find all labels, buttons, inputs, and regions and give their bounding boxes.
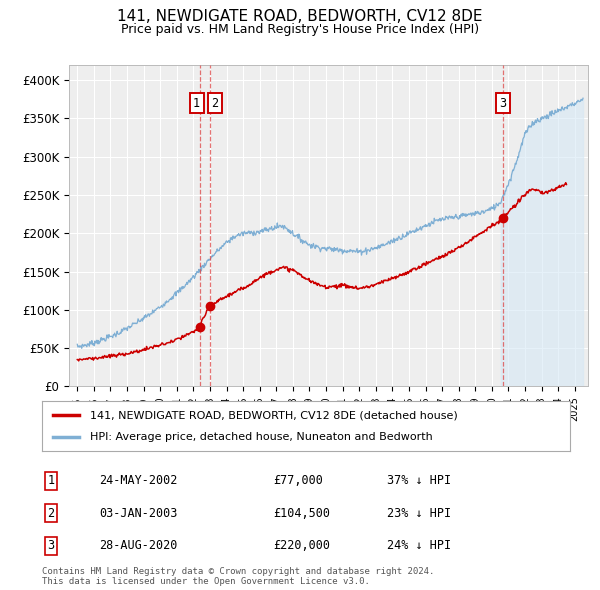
Text: Contains HM Land Registry data © Crown copyright and database right 2024.: Contains HM Land Registry data © Crown c… <box>42 567 434 576</box>
Text: 2: 2 <box>212 97 218 110</box>
Text: 03-JAN-2003: 03-JAN-2003 <box>99 507 178 520</box>
Text: This data is licensed under the Open Government Licence v3.0.: This data is licensed under the Open Gov… <box>42 577 370 586</box>
Text: £104,500: £104,500 <box>273 507 330 520</box>
Text: 3: 3 <box>499 97 506 110</box>
Text: 37% ↓ HPI: 37% ↓ HPI <box>387 474 451 487</box>
Text: 28-AUG-2020: 28-AUG-2020 <box>99 539 178 552</box>
Text: 1: 1 <box>193 97 200 110</box>
Text: 24% ↓ HPI: 24% ↓ HPI <box>387 539 451 552</box>
Text: HPI: Average price, detached house, Nuneaton and Bedworth: HPI: Average price, detached house, Nune… <box>89 432 432 442</box>
Text: 2: 2 <box>47 507 55 520</box>
Text: 24-MAY-2002: 24-MAY-2002 <box>99 474 178 487</box>
Text: £77,000: £77,000 <box>273 474 323 487</box>
Text: 141, NEWDIGATE ROAD, BEDWORTH, CV12 8DE (detached house): 141, NEWDIGATE ROAD, BEDWORTH, CV12 8DE … <box>89 410 457 420</box>
Text: 23% ↓ HPI: 23% ↓ HPI <box>387 507 451 520</box>
Text: £220,000: £220,000 <box>273 539 330 552</box>
Text: 3: 3 <box>47 539 55 552</box>
Text: Price paid vs. HM Land Registry's House Price Index (HPI): Price paid vs. HM Land Registry's House … <box>121 23 479 36</box>
Text: 1: 1 <box>47 474 55 487</box>
Text: 141, NEWDIGATE ROAD, BEDWORTH, CV12 8DE: 141, NEWDIGATE ROAD, BEDWORTH, CV12 8DE <box>117 9 483 24</box>
